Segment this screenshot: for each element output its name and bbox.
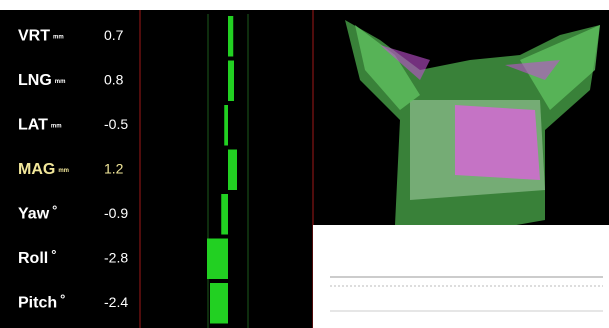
deviation-bar: [207, 239, 228, 280]
row-value: -0.5: [104, 116, 128, 132]
unit-text: mm: [53, 34, 64, 40]
row-value: -2.4: [104, 294, 128, 310]
deviation-bar: [228, 16, 233, 57]
unit-text: mm: [51, 123, 62, 129]
label-text: Pitch: [18, 294, 57, 311]
deviation-bar: [228, 61, 234, 102]
row-value: -2.8: [104, 249, 128, 265]
unit-text: °: [60, 292, 65, 307]
unit-text: mm: [55, 78, 66, 84]
unit-text: °: [51, 247, 56, 262]
label-text: Yaw: [18, 205, 50, 222]
row-value: 0.8: [104, 71, 124, 87]
label-text: Roll: [18, 250, 48, 267]
label-text: VRT: [18, 27, 50, 44]
row-value: 1.2: [104, 160, 124, 176]
deviation-bar: [228, 150, 237, 191]
label-text: LAT: [18, 116, 48, 133]
deviation-bar: [221, 194, 228, 235]
deviation-bar: [224, 105, 228, 146]
screen: VRTmm0.7LNGmm0.8LATmm-0.5MAGmm1.2Yaw°-0.…: [0, 0, 609, 328]
row-value: -0.9: [104, 205, 128, 221]
label-text: LNG: [18, 72, 52, 89]
plot-inset: [313, 225, 609, 328]
deviation-bar: [210, 283, 228, 324]
label-text: MAG: [18, 161, 55, 178]
row-value: 0.7: [104, 27, 124, 43]
unit-text: °: [52, 203, 57, 218]
unit-text: mm: [58, 167, 69, 173]
